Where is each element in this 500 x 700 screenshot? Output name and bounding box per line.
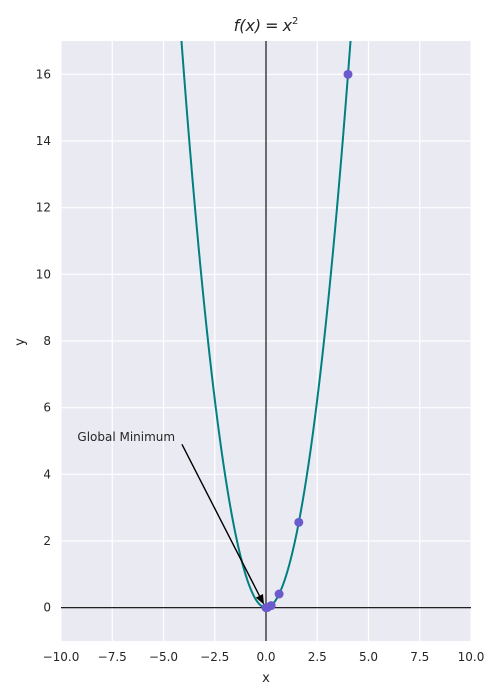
chart-title: f(x) = x2 [234,16,299,35]
y-tick-label: 10 [36,267,51,281]
data-point [274,589,284,599]
x-tick-labels: −10.0 −7.5 −5.0 −2.5 0.0 2.5 5.0 7.5 10.0 [43,650,485,664]
data-point [266,601,276,611]
chart-title-equals: = [265,16,278,35]
x-tick-label: 0.0 [256,650,275,664]
y-tick-label: 6 [43,401,51,415]
y-tick-label: 12 [36,201,51,215]
annotation-arrow [181,444,261,597]
x-tick-label: −10.0 [43,650,80,664]
chart-title-function: f(x) [234,16,262,35]
x-tick-label: 7.5 [410,650,429,664]
x-tick-label: 2.5 [308,650,327,664]
annotation-text: Global Minimum [77,430,175,444]
y-tick-label: 2 [43,534,51,548]
chart-title-exponent: 2 [292,16,298,27]
annotation-arrowhead [255,593,264,605]
chart-title-base: x [282,16,293,35]
data-point [343,69,353,79]
y-tick-label: 8 [43,334,51,348]
x-tick-label: −2.5 [200,650,229,664]
x-tick-label: 10.0 [458,650,485,664]
y-axis-label: y [13,338,28,346]
data-point [294,517,304,527]
x-tick-label: −7.5 [98,650,127,664]
x-axis-label: x [262,671,270,686]
annotation: Global Minimum [77,430,264,605]
data-points [261,69,353,613]
x-tick-label: −5.0 [149,650,178,664]
y-tick-labels: 0 2 4 6 8 10 12 14 16 [36,67,51,614]
y-tick-label: 14 [36,134,51,148]
x-tick-label: 5.0 [359,650,378,664]
y-tick-label: 0 [43,601,51,615]
y-tick-label: 4 [43,467,51,481]
y-tick-label: 16 [36,67,51,81]
